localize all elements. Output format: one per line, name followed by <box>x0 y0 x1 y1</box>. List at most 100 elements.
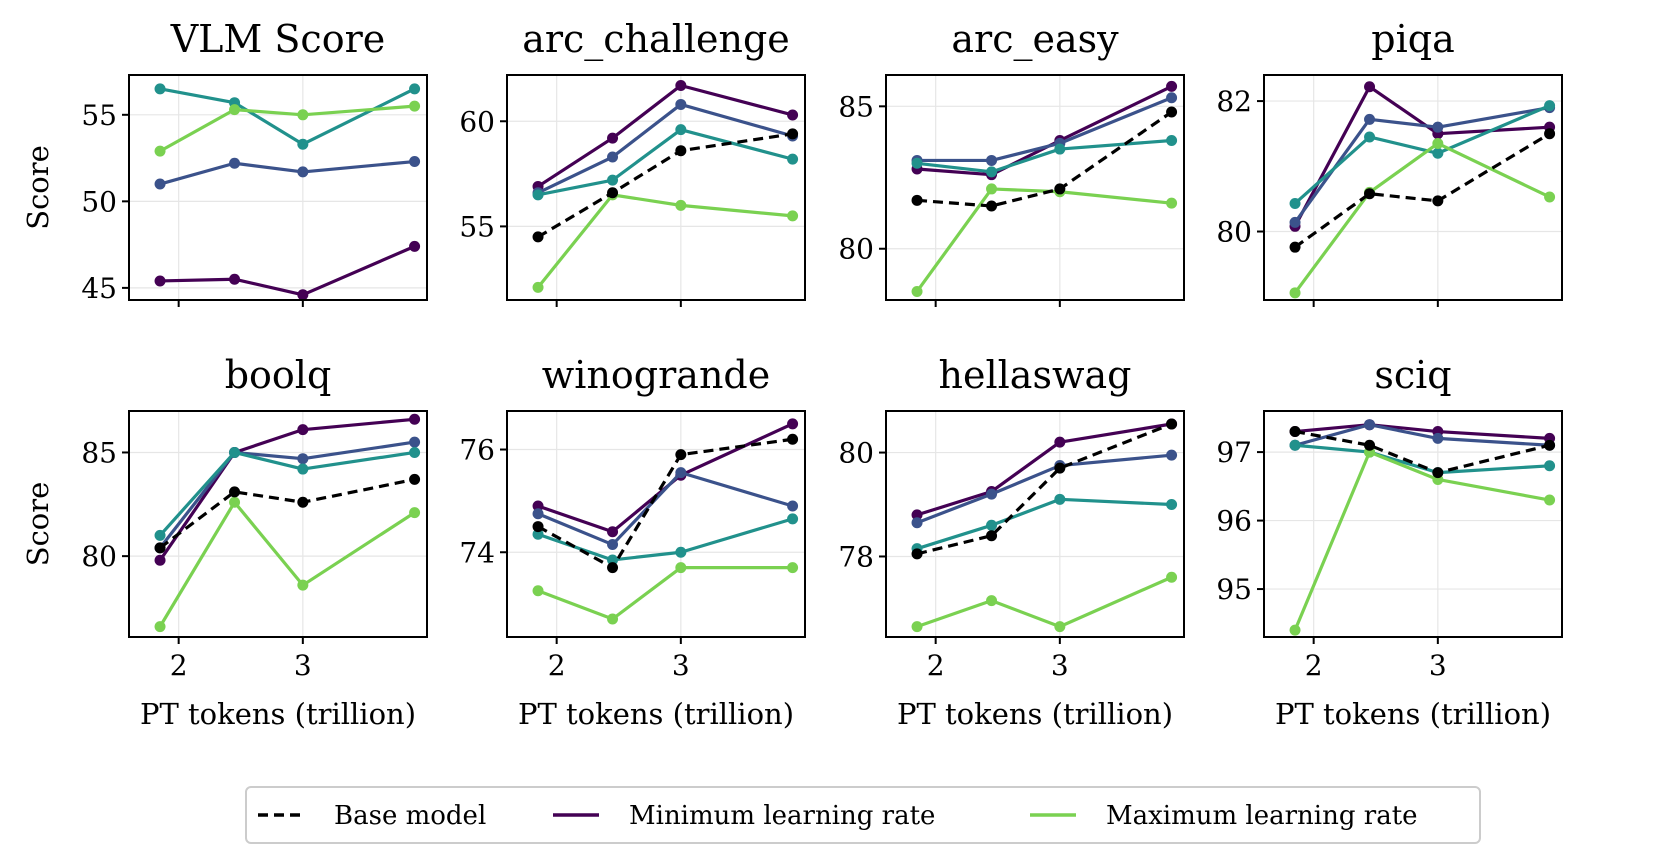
data-point-s3 <box>787 153 799 165</box>
series-line-s2 <box>159 159 415 186</box>
data-point-s2 <box>675 98 687 110</box>
series-line-s1 <box>160 244 416 297</box>
legend-label: Base model <box>334 801 486 831</box>
subplot-title: piqa <box>1371 17 1454 61</box>
series-line-s3 <box>159 87 416 146</box>
data-point-s2 <box>1364 419 1376 431</box>
data-point-s1 <box>229 273 241 285</box>
y-tick-label: 76 <box>459 434 495 467</box>
data-point-s2 <box>1289 216 1301 228</box>
data-point-s3 <box>154 83 166 95</box>
data-point-s1 <box>154 275 166 287</box>
x-axis-label: PT tokens (trillion) <box>897 697 1173 731</box>
data-point-s3 <box>787 513 799 525</box>
series-line-s4 <box>537 566 793 621</box>
data-point-s2 <box>986 488 998 500</box>
data-point-s4 <box>911 285 923 297</box>
data-point-base <box>1544 128 1556 140</box>
series-line-s4 <box>158 500 416 628</box>
data-point-s1 <box>1054 436 1066 448</box>
data-point-s2 <box>1166 92 1178 104</box>
plot-frame <box>506 410 806 638</box>
data-point-s4 <box>297 579 309 591</box>
data-point-base <box>532 231 544 243</box>
y-tick-label: 80 <box>81 540 117 573</box>
series-line-s4 <box>916 575 1173 629</box>
x-axis-label: PT tokens (trillion) <box>140 697 416 731</box>
y-tick-label: 85 <box>81 436 117 469</box>
data-point-s1 <box>607 526 619 538</box>
data-point-s1 <box>1166 80 1178 92</box>
series-line-s2 <box>537 102 794 195</box>
data-point-base <box>1054 183 1066 195</box>
data-point-s3 <box>154 529 166 541</box>
plot-frame <box>1263 410 1563 638</box>
data-point-s4 <box>532 585 544 597</box>
y-tick-label: 95 <box>1216 573 1252 606</box>
legend-frame <box>245 786 1481 844</box>
data-point-base <box>911 194 923 206</box>
plot-frame <box>128 410 428 638</box>
data-point-s3 <box>1289 439 1301 451</box>
data-point-s3 <box>297 463 309 475</box>
series-line-s3 <box>537 517 794 562</box>
y-axis-label: Score <box>21 482 55 567</box>
y-tick-label: 80 <box>838 233 874 266</box>
y-tick-label: 82 <box>1216 85 1252 118</box>
data-point-s4 <box>297 109 309 121</box>
data-point-s4 <box>1544 191 1556 203</box>
data-point-s1 <box>675 80 687 92</box>
data-point-s3 <box>986 166 998 178</box>
data-point-s2 <box>607 539 619 551</box>
subplot-hellaswag: 78 80 2 3 hellaswag PT tokens (trillion) <box>838 353 1185 731</box>
series-line-s2 <box>1294 423 1550 447</box>
series-line-base <box>1294 429 1550 475</box>
data-point-s1 <box>532 500 544 512</box>
x-tick-label: 3 <box>1429 649 1447 682</box>
data-point-base <box>154 542 166 554</box>
subplot-title: arc_easy <box>951 17 1119 62</box>
series-line-s4 <box>536 193 793 289</box>
series-line-s1 <box>1294 423 1550 440</box>
data-point-s2 <box>1166 449 1178 461</box>
data-point-s4 <box>787 210 799 222</box>
data-point-s4 <box>1166 571 1178 583</box>
data-point-base <box>1289 426 1301 438</box>
series-line-s4 <box>915 187 1172 293</box>
series-line-s2 <box>158 440 415 549</box>
plot-frame <box>1263 74 1563 301</box>
y-tick-label: 74 <box>459 536 495 569</box>
data-point-s4 <box>1432 137 1444 149</box>
series-line-base <box>916 422 1173 556</box>
data-point-s3 <box>607 554 619 566</box>
subplot-winogrande: 74 76 2 3 winogrande PT tokens (trillion) <box>459 353 806 731</box>
y-tick-label: 80 <box>838 437 874 470</box>
y-tick-label: 96 <box>1216 505 1252 538</box>
data-point-s3 <box>229 446 241 458</box>
y-tick-label: 97 <box>1216 436 1252 469</box>
x-tick-label: 3 <box>1051 649 1069 682</box>
data-point-base <box>675 449 687 461</box>
data-point-s3 <box>1544 100 1556 112</box>
data-point-base <box>229 486 241 498</box>
series-line-s3 <box>1293 104 1551 205</box>
subplot-boolq: 80 85 2 3 boolq PT tokens (trillion) Score <box>21 353 428 731</box>
subplot-piqa: 80 82 piqa <box>1216 17 1563 307</box>
data-point-base <box>1432 195 1444 207</box>
x-axis-label: PT tokens (trillion) <box>518 697 794 731</box>
y-tick-label: 50 <box>81 185 117 218</box>
y-tick-label: 85 <box>838 90 874 123</box>
data-point-s3 <box>409 83 421 95</box>
data-point-base <box>986 200 998 212</box>
data-point-s2 <box>409 156 421 168</box>
data-point-s4 <box>1289 624 1301 636</box>
data-point-base <box>787 433 799 445</box>
series-line-s3 <box>916 138 1172 174</box>
data-point-s2 <box>297 166 309 178</box>
subplot-title: sciq <box>1374 353 1451 397</box>
data-point-base <box>1054 462 1066 474</box>
data-point-s2 <box>229 157 241 169</box>
data-point-s3 <box>911 157 923 169</box>
data-point-s4 <box>986 183 998 195</box>
data-point-s3 <box>607 174 619 186</box>
